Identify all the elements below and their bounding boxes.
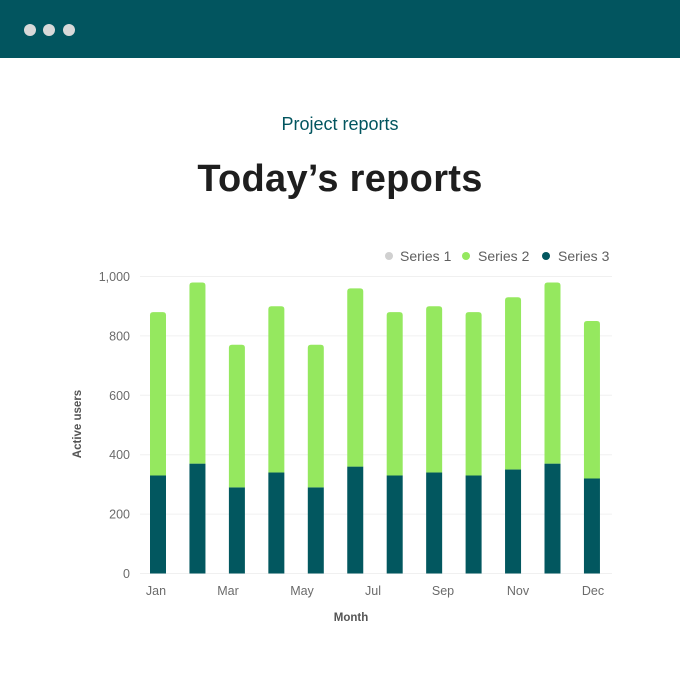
x-tick-label: Jan (146, 584, 166, 598)
window-dot-icon[interactable] (43, 24, 55, 36)
bar-segment-series-3 (268, 472, 285, 574)
bar-segment-series-2 (386, 312, 403, 476)
x-tick-label: Mar (217, 584, 239, 598)
legend-label: Series 3 (558, 248, 610, 264)
bar-segment-series-3 (386, 475, 403, 574)
window-dot-icon[interactable] (24, 24, 36, 36)
window-dot-icon[interactable] (63, 24, 75, 36)
bar-segment-series-2 (505, 297, 522, 470)
x-tick-label: Nov (507, 584, 530, 598)
bar-segment-series-2 (347, 288, 364, 467)
bar-segment-series-2 (228, 344, 245, 488)
legend-marker-icon (462, 252, 470, 260)
x-tick-label: Sep (432, 584, 454, 598)
window-top-bar (0, 0, 680, 58)
y-tick-label: 800 (109, 329, 130, 343)
y-tick-label: 200 (109, 508, 130, 522)
legend-marker-icon (385, 252, 393, 260)
bar-segment-series-3 (189, 463, 206, 574)
x-axis-title: Month (334, 612, 368, 624)
y-tick-label: 400 (109, 448, 130, 462)
legend-marker-icon (542, 252, 550, 260)
bar-segment-series-3 (505, 469, 522, 574)
legend-label: Series 1 (400, 248, 452, 264)
page-subtitle: Project reports (281, 114, 399, 134)
bar-segment-series-2 (189, 282, 206, 464)
bar-segment-series-3 (347, 466, 364, 574)
bar-segment-series-3 (465, 475, 482, 574)
page-title: Today’s reports (197, 158, 483, 200)
bar-segment-series-3 (150, 475, 166, 574)
y-tick-label: 0 (123, 567, 130, 581)
y-axis-title: Active users (72, 390, 84, 458)
bar-segment-series-2 (465, 312, 482, 476)
bar-segment-series-2 (583, 321, 600, 479)
x-tick-label: Jul (365, 584, 381, 598)
x-tick-label: May (290, 584, 314, 598)
bar-segment-series-3 (426, 472, 443, 574)
bar-segment-series-3 (583, 478, 600, 574)
bar-segment-series-2 (268, 306, 285, 473)
legend-label: Series 2 (478, 248, 530, 264)
y-tick-label: 1,000 (99, 270, 130, 284)
bar-segment-series-2 (150, 312, 166, 476)
x-tick-label: Dec (582, 584, 604, 598)
bar-segment-series-3 (228, 487, 245, 574)
bar-segment-series-2 (307, 344, 324, 488)
bar-segment-series-3 (307, 487, 324, 574)
y-tick-label: 600 (109, 389, 130, 403)
bar-segment-series-3 (544, 463, 561, 574)
bar-segment-series-2 (544, 282, 561, 464)
bar-segment-series-2 (426, 306, 443, 473)
